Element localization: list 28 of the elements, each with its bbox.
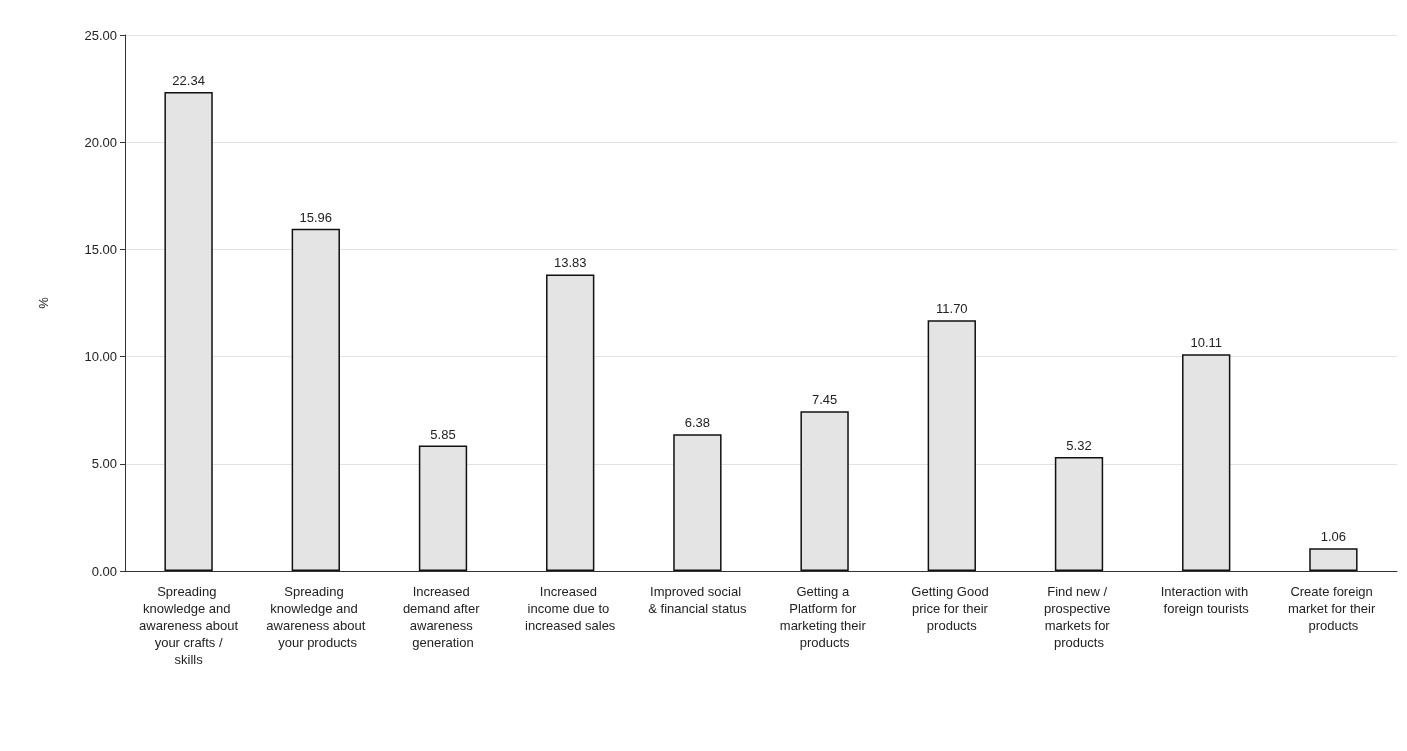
x-tick-label: Find new / prospective markets for products bbox=[1043, 584, 1115, 650]
x-tick-label: Increased demand after awareness generation bbox=[402, 584, 484, 650]
y-axis-title: % bbox=[36, 296, 51, 309]
data-label: 5.85 bbox=[430, 426, 456, 442]
data-label: 6.38 bbox=[684, 415, 711, 431]
data-label: 5.32 bbox=[1066, 437, 1092, 453]
y-tick-label: 15.00 bbox=[84, 241, 117, 257]
x-tick-label: Spreading knowledge and awareness about your products bbox=[266, 584, 366, 650]
bar bbox=[1309, 548, 1358, 571]
data-label: 7.45 bbox=[811, 392, 838, 408]
data-label: 10.11 bbox=[1190, 335, 1222, 351]
x-tick-label: Getting Good price for their products bbox=[911, 584, 993, 633]
x-tick-label: Interaction with foreign tourists bbox=[1160, 584, 1252, 616]
data-label: 22.34 bbox=[172, 73, 205, 89]
data-label: 1.06 bbox=[1320, 529, 1347, 545]
x-tick-label: Increased income due to increased sales bbox=[525, 584, 616, 633]
y-tick-label: 0.00 bbox=[91, 563, 117, 579]
x-tick-label: Create foreign market for their products bbox=[1287, 584, 1379, 633]
x-tick-label: Getting a Platform for marketing their products bbox=[779, 584, 870, 650]
y-tick-label: 20.00 bbox=[84, 134, 117, 150]
y-tick-label: 5.00 bbox=[91, 456, 117, 472]
x-tick-label: Spreading knowledge and awareness about your crafts / skills bbox=[139, 584, 239, 667]
data-label: 11.70 bbox=[936, 301, 968, 317]
data-label: 15.96 bbox=[299, 209, 333, 225]
y-tick-label: 25.00 bbox=[84, 27, 117, 43]
x-tick-label: Improved social & financial status bbox=[648, 584, 748, 616]
data-label: 13.83 bbox=[553, 255, 587, 271]
y-tick-label: 10.00 bbox=[84, 349, 117, 365]
